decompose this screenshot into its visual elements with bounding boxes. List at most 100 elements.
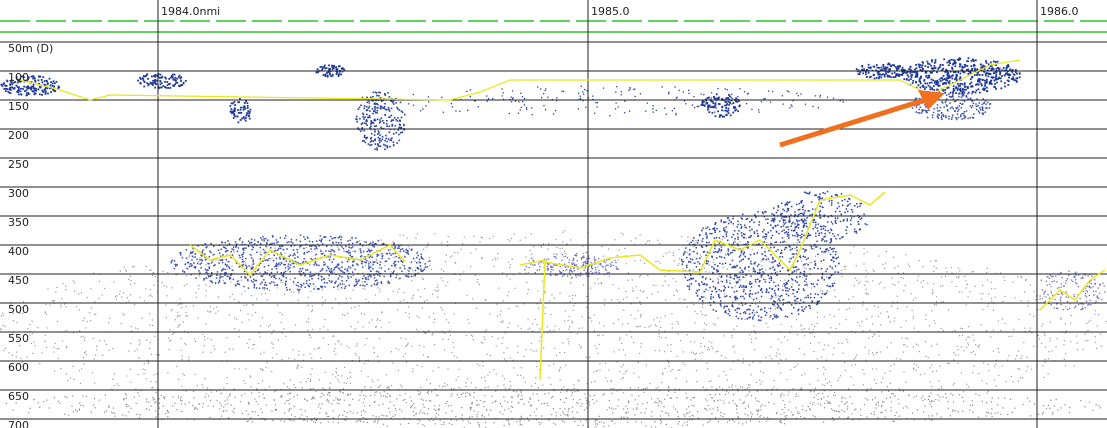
echo-dot [346,298,347,299]
echo-dot [553,330,554,331]
echo-dot [612,393,613,394]
echo-dot [885,410,886,411]
echo-dot [687,413,688,414]
echo-dot [184,375,185,376]
echo-dot [796,319,797,320]
echo-dot [495,401,496,402]
echo-dot [319,404,320,405]
echo-dot [530,415,531,416]
echo-dot [990,336,991,337]
echo-dot [664,368,665,369]
echo-dot [1092,410,1093,411]
echo-dot [693,304,694,305]
echo-dot [814,267,816,269]
echo-dot [1033,316,1034,317]
echo-dot [534,411,535,412]
echo-dot [664,276,665,277]
echo-dot [123,313,124,314]
echo-dot [584,393,585,394]
echo-dot [405,252,407,254]
echo-dot [724,294,725,295]
echo-dot [1052,414,1053,415]
echo-dot [832,285,834,287]
echo-dot [415,237,416,238]
echo-dot [507,402,508,403]
echo-dot [213,308,214,309]
echo-dot [195,341,196,342]
echo-dot [449,423,450,424]
echo-dot [395,246,397,248]
echo-dot [956,276,957,277]
echo-dot [653,319,654,320]
echo-dot [308,251,310,253]
echo-dot [703,425,704,426]
echo-dot [404,256,406,258]
echo-dot [470,408,471,409]
echo-dot [276,284,278,286]
echo-dot [94,301,95,302]
echo-dot [180,400,181,401]
echo-dot [698,283,700,285]
echo-dot [316,272,317,273]
echo-dot [344,400,345,401]
echo-dot [275,404,276,405]
echo-dot [804,263,806,265]
echo-dot [876,369,877,370]
echo-dot [750,412,751,413]
echo-dot [774,403,775,404]
echo-dot [662,285,663,286]
echo-dot [724,413,725,414]
echo-dot [626,297,627,298]
echo-dot [847,342,848,343]
echo-dot [343,392,344,393]
echo-dot [211,352,212,353]
echo-dot [541,422,542,423]
echo-dot [958,349,959,350]
echo-dot [485,381,486,382]
echo-dot [192,405,193,406]
echo-dot [540,299,541,300]
echo-dot [794,367,795,368]
echo-dot [113,281,114,282]
echo-dot [721,250,723,252]
echo-dot [345,286,347,288]
echo-dot [120,291,121,292]
echo-dot [933,401,934,402]
echo-dot [344,284,345,285]
echo-dot [737,281,739,283]
echo-dot [735,300,736,301]
echo-dot [376,271,378,273]
echo-dot [792,284,793,285]
echo-dot [284,294,285,295]
echo-dot [830,277,832,279]
echo-dot [505,387,506,388]
echo-dot [852,403,853,404]
echo-dot [504,425,505,426]
echo-dot [445,285,446,286]
echo-dot [753,330,754,331]
echo-dot [601,246,602,247]
echo-dot [364,241,365,242]
echo-dot [66,397,67,398]
echo-dot [864,253,865,254]
echo-dot [154,402,155,403]
echo-dot [261,369,262,370]
echo-dot [307,416,308,417]
echo-dot [704,329,705,330]
echo-dot [344,269,346,271]
echo-dot [745,293,747,295]
echo-dot [1000,272,1001,273]
echo-dot [180,252,182,254]
echo-dot [992,397,993,398]
echo-dot [766,323,767,324]
echo-dot [492,402,493,403]
echo-dot [842,276,843,277]
echo-dot [39,407,40,408]
echo-dot [541,415,542,416]
echo-dot [1011,336,1012,337]
echo-dot [342,314,343,315]
echo-dot [756,382,757,383]
echo-dot [328,421,329,422]
echo-dot [186,284,187,285]
echo-dot [853,296,854,297]
